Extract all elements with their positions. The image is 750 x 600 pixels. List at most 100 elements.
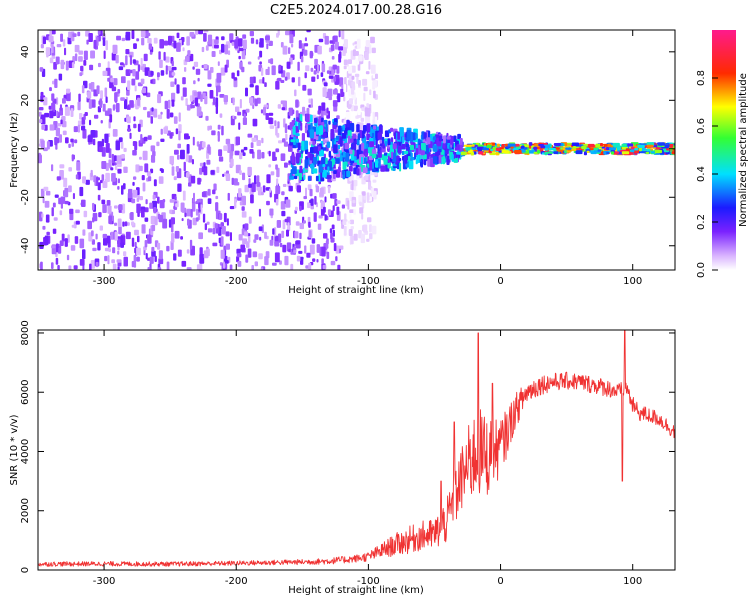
heatmap-cell xyxy=(173,205,176,210)
heatmap-cell xyxy=(251,182,256,193)
heatmap-cell xyxy=(269,239,274,246)
heatmap-cell xyxy=(201,46,205,53)
heatmap-cell xyxy=(533,146,538,150)
heatmap-cell xyxy=(97,30,101,35)
heatmap-cell xyxy=(144,240,148,248)
heatmap-cell xyxy=(318,38,324,43)
heatmap-cell xyxy=(189,32,195,37)
heatmap-cell xyxy=(305,148,309,155)
heatmap-cell xyxy=(285,133,288,141)
heatmap-cell xyxy=(316,126,320,135)
heatmap-cell xyxy=(60,59,65,70)
heatmap-cell xyxy=(117,169,122,174)
heatmap-cell xyxy=(182,87,187,97)
heatmap-cell xyxy=(72,193,75,200)
heatmap-cell xyxy=(328,150,331,158)
heatmap-cell xyxy=(309,153,313,161)
heatmap-cell xyxy=(544,151,548,156)
heatmap-cell xyxy=(214,39,219,44)
heatmap-cell xyxy=(138,165,143,172)
heatmap-cell xyxy=(190,53,194,62)
heatmap-cell xyxy=(433,136,436,141)
heatmap-cell xyxy=(357,87,361,97)
heatmap-cell xyxy=(82,249,86,260)
heatmap-cell xyxy=(402,136,405,143)
heatmap-cell xyxy=(88,99,92,109)
heatmap-cell xyxy=(132,150,137,156)
heatmap-cell xyxy=(369,233,373,240)
heatmap-cell xyxy=(331,56,335,60)
heatmap-cell xyxy=(609,147,616,151)
y-tick-label: 20 xyxy=(20,94,31,107)
heatmap-cell xyxy=(560,142,564,146)
heatmap-cell xyxy=(71,62,75,69)
heatmap-cell xyxy=(112,78,118,86)
colorbar: 0.0 0.2 0.4 0.6 0.8 Normalized spectral ampl… xyxy=(696,30,749,278)
heatmap-cell xyxy=(271,65,276,76)
heatmap-cell xyxy=(292,109,295,115)
heatmap-cell xyxy=(293,249,297,254)
x-tick-label: -100 xyxy=(357,576,380,587)
colorbar-tick-label: 0.0 xyxy=(696,262,707,278)
heatmap-cell xyxy=(51,164,54,172)
heatmap-cell xyxy=(41,125,46,130)
heatmap-cell xyxy=(420,161,423,167)
x-tick-label: -100 xyxy=(357,276,380,287)
heatmap-cell xyxy=(379,139,382,144)
heatmap-cell xyxy=(297,142,301,151)
heatmap-cell xyxy=(198,202,201,212)
heatmap-cell xyxy=(308,98,312,104)
heatmap-cell xyxy=(144,207,149,213)
heatmap-cell xyxy=(130,212,134,221)
heatmap-cell xyxy=(132,59,136,64)
heatmap-cell xyxy=(361,202,365,209)
heatmap-cell xyxy=(169,209,173,214)
heatmap-cell xyxy=(258,79,264,84)
heatmap-cell xyxy=(565,147,572,150)
heatmap-cell xyxy=(241,49,246,60)
heatmap-cell xyxy=(303,220,306,224)
heatmap-cell xyxy=(247,248,252,258)
heatmap-cell xyxy=(438,155,442,164)
heatmap-cell xyxy=(352,42,355,46)
heatmap-cell xyxy=(291,43,294,48)
heatmap-cell xyxy=(342,169,345,175)
heatmap-cell xyxy=(180,236,183,240)
heatmap-cell xyxy=(330,232,333,240)
heatmap-cell xyxy=(136,247,141,256)
heatmap-cell xyxy=(216,72,222,83)
heatmap-cell xyxy=(274,120,277,127)
colorbar-gradient xyxy=(712,30,736,270)
heatmap-cell xyxy=(236,253,242,258)
heatmap-cell xyxy=(46,231,50,236)
heatmap-cell xyxy=(239,152,243,160)
heatmap-cell xyxy=(117,250,120,255)
heatmap-cell xyxy=(347,200,350,210)
heatmap-cell xyxy=(352,199,356,204)
heatmap-cell xyxy=(349,98,353,105)
heatmap-cell xyxy=(125,231,131,240)
heatmap-cell xyxy=(328,75,334,79)
heatmap-cell xyxy=(203,30,209,33)
y-tick-label: 0 xyxy=(20,567,31,573)
heatmap-cell xyxy=(166,261,170,270)
heatmap-cell xyxy=(371,225,377,235)
heatmap-cell xyxy=(241,211,247,218)
heatmap-cell xyxy=(259,236,262,241)
heatmap-cell xyxy=(97,182,101,191)
heatmap-cell xyxy=(241,195,246,206)
heatmap-cell xyxy=(114,92,118,102)
heatmap-cell xyxy=(49,30,52,38)
heatmap-cell xyxy=(336,65,340,74)
heatmap-cell xyxy=(211,51,216,57)
heatmap-cell xyxy=(157,242,161,250)
heatmap-cell xyxy=(345,111,351,122)
heatmap-cell xyxy=(302,106,306,116)
heatmap-cell xyxy=(337,144,341,150)
heatmap-cell xyxy=(184,212,187,218)
heatmap-cell xyxy=(242,172,246,181)
heatmap-cell xyxy=(127,80,131,91)
heatmap-cell xyxy=(160,111,163,115)
heatmap-cell xyxy=(325,123,328,132)
